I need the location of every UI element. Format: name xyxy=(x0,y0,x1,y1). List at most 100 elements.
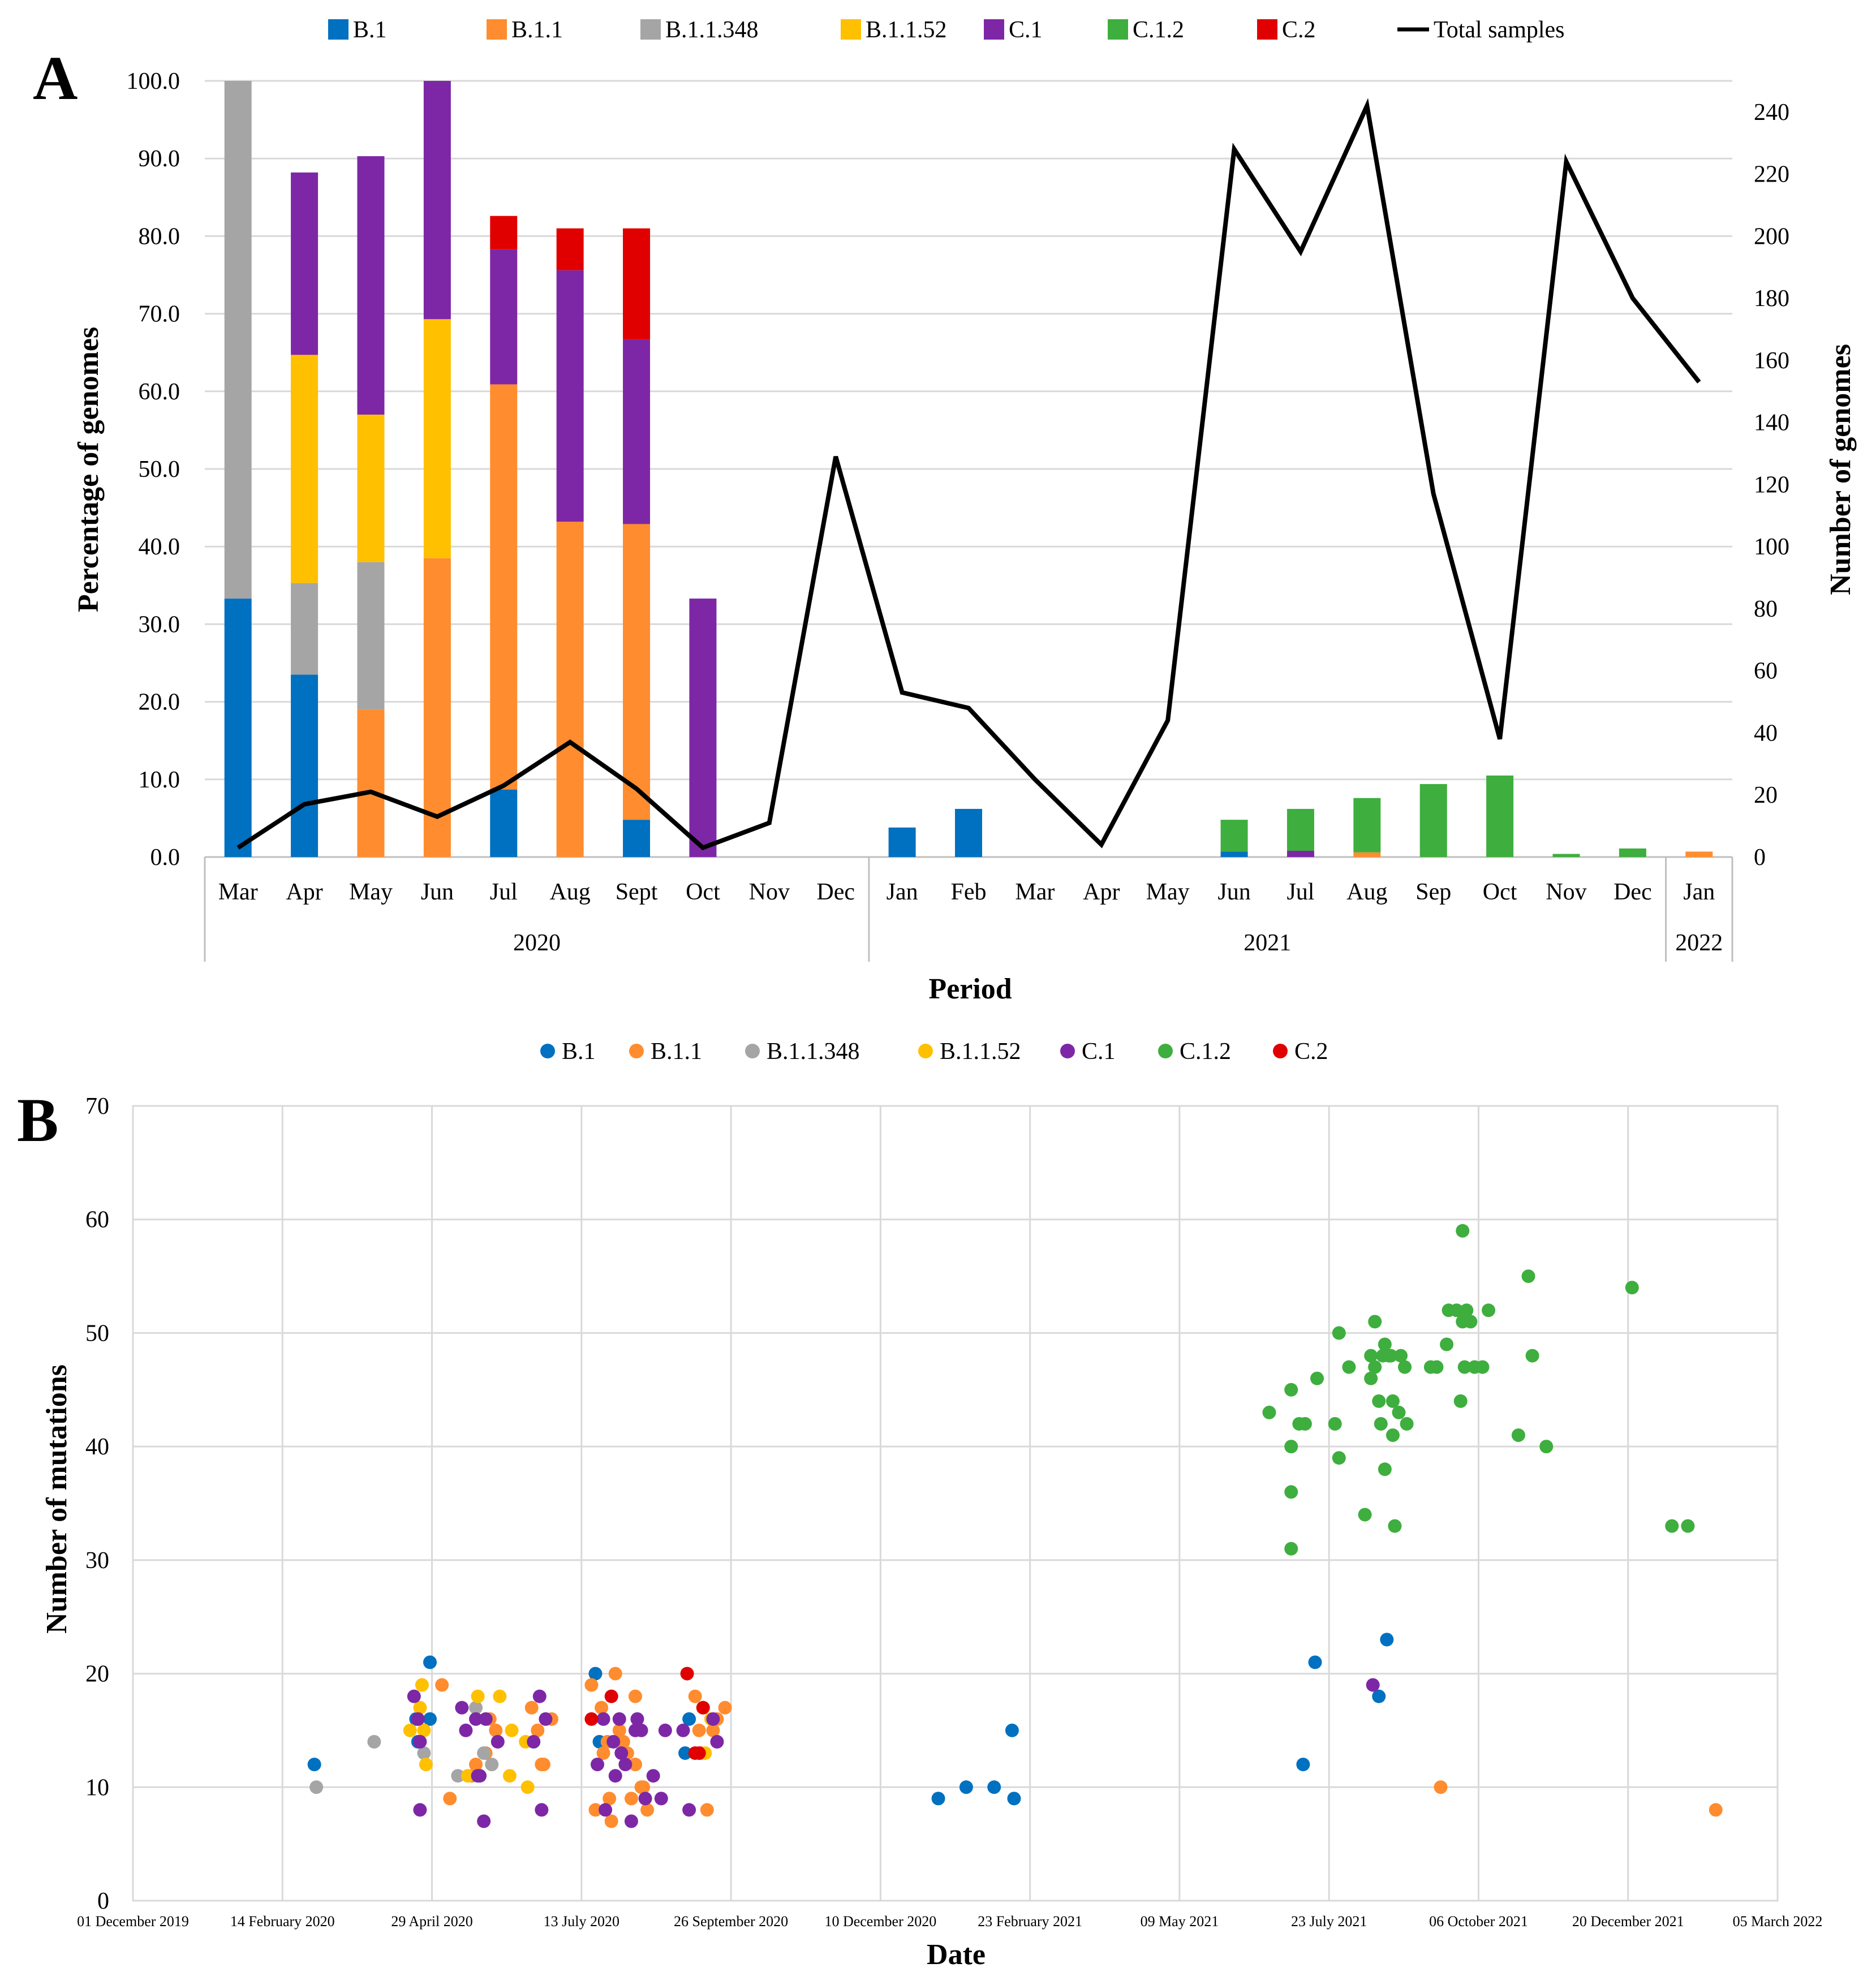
year-label: 2021 xyxy=(1244,930,1291,956)
point-c-1 xyxy=(413,1803,427,1817)
point-c-1-2 xyxy=(1378,1462,1392,1476)
legend-label: B.1.1 xyxy=(651,1039,702,1065)
plot-frame xyxy=(132,1105,1779,1902)
y-axis-title: Number of mutations xyxy=(41,1364,73,1634)
point-c-1-2 xyxy=(1625,1281,1639,1295)
point-b-1-1 xyxy=(524,1700,539,1715)
bar-b-1-1 xyxy=(490,384,518,790)
point-c-2 xyxy=(584,1712,599,1726)
x-tick-label: May xyxy=(349,879,393,905)
y-tick-label: 30.0 xyxy=(139,612,180,638)
point-c-1-2 xyxy=(1364,1349,1378,1363)
legend-label: Total samples xyxy=(1434,17,1565,43)
point-c-1 xyxy=(1366,1678,1380,1692)
bar-c-2 xyxy=(623,228,651,339)
point-c-1-2 xyxy=(1298,1417,1312,1431)
point-b-1-1 xyxy=(1709,1803,1723,1817)
x-tick-label: Nov xyxy=(749,879,790,905)
point-b-1-1-348 xyxy=(309,1780,324,1794)
legend-swatch xyxy=(487,19,507,40)
legend-label: C.2 xyxy=(1282,17,1316,43)
point-c-1 xyxy=(539,1712,553,1726)
y-tick-label: 40 xyxy=(85,1434,109,1460)
bar-b-1-1-348 xyxy=(357,562,385,710)
point-c-1-2 xyxy=(1398,1360,1412,1374)
point-c-1-2 xyxy=(1386,1394,1400,1408)
point-b-1-1 xyxy=(628,1689,642,1703)
y2-tick-label: 220 xyxy=(1754,162,1789,188)
y-tick-label: 70.0 xyxy=(139,302,180,328)
bar-b-1 xyxy=(888,827,916,857)
point-b-1-1-52 xyxy=(419,1758,433,1772)
point-c-2 xyxy=(696,1700,710,1715)
bar-b-1-1 xyxy=(1353,852,1381,857)
point-b-1-1 xyxy=(692,1723,706,1737)
point-c-1 xyxy=(612,1712,626,1726)
bar-b-1 xyxy=(291,674,319,857)
point-c-1 xyxy=(407,1689,421,1703)
point-c-1-2 xyxy=(1310,1371,1324,1385)
point-b-1 xyxy=(1005,1723,1019,1737)
y-tick-label: 0 xyxy=(97,1888,109,1914)
point-c-1 xyxy=(459,1723,473,1737)
point-c-1 xyxy=(614,1746,629,1760)
point-c-1 xyxy=(535,1803,549,1817)
x-tick-label: Nov xyxy=(1546,879,1586,905)
x-tick-label: Jun xyxy=(1217,879,1250,905)
point-c-1 xyxy=(676,1723,690,1737)
point-c-1-2 xyxy=(1681,1519,1695,1533)
legend-label: C.2 xyxy=(1294,1039,1328,1065)
x-tick-label: Aug xyxy=(1346,879,1387,905)
bar-b-1 xyxy=(955,808,982,857)
y2-axis-title: Number of genomes xyxy=(1825,344,1857,595)
legend-swatch xyxy=(984,19,1004,40)
x-tick-label: Jan xyxy=(887,879,918,905)
point-b-1-1 xyxy=(469,1758,483,1772)
point-c-1 xyxy=(477,1814,491,1828)
x-tick-label: Oct xyxy=(686,879,720,905)
point-c-1-2 xyxy=(1464,1315,1478,1329)
x-tick-label: Jun xyxy=(421,879,454,905)
y-tick-label: 90.0 xyxy=(139,146,180,172)
point-b-1-1 xyxy=(489,1723,503,1737)
point-c-1-2 xyxy=(1332,1451,1346,1465)
point-b-1 xyxy=(1372,1689,1386,1703)
bar-c-1-2 xyxy=(1220,820,1248,852)
bar-b-1-1 xyxy=(623,524,651,820)
point-b-1 xyxy=(423,1655,437,1669)
point-c-1-2 xyxy=(1400,1417,1414,1431)
point-c-1-2 xyxy=(1378,1337,1392,1351)
x-tick-label: Jul xyxy=(1286,879,1314,905)
point-b-1-1 xyxy=(596,1746,610,1760)
x-tick-label: Dec xyxy=(816,879,855,905)
point-c-1 xyxy=(411,1712,425,1726)
point-b-1 xyxy=(987,1780,1001,1794)
point-b-1 xyxy=(678,1746,692,1760)
point-c-1-2 xyxy=(1284,1485,1298,1499)
point-b-1-1 xyxy=(616,1735,630,1749)
legend-marker xyxy=(1158,1044,1173,1058)
point-b-1-1 xyxy=(603,1792,617,1806)
point-c-1-2 xyxy=(1368,1315,1382,1329)
x-tick-label: Apr xyxy=(286,879,322,905)
bar-b-1-1 xyxy=(1685,851,1713,857)
y-tick-label: 30 xyxy=(85,1548,109,1574)
point-c-1 xyxy=(527,1735,541,1749)
y2-tick-label: 20 xyxy=(1754,782,1778,808)
y2-tick-label: 100 xyxy=(1754,534,1789,560)
year-label: 2022 xyxy=(1675,930,1723,956)
bar-b-1-1-348 xyxy=(291,583,319,675)
bar-c-1 xyxy=(291,172,319,355)
point-c-1 xyxy=(624,1814,638,1828)
point-c-1 xyxy=(490,1735,505,1749)
legend-marker xyxy=(745,1044,760,1058)
point-c-1 xyxy=(706,1712,720,1726)
y2-tick-label: 0 xyxy=(1754,845,1766,871)
bar-b-1 xyxy=(224,598,252,857)
point-b-1-1-348 xyxy=(367,1735,381,1749)
point-b-1-1-348 xyxy=(477,1746,491,1760)
point-b-1-1 xyxy=(718,1700,732,1715)
point-b-1-1 xyxy=(588,1803,603,1817)
x-axis-title: Date xyxy=(927,1939,986,1971)
